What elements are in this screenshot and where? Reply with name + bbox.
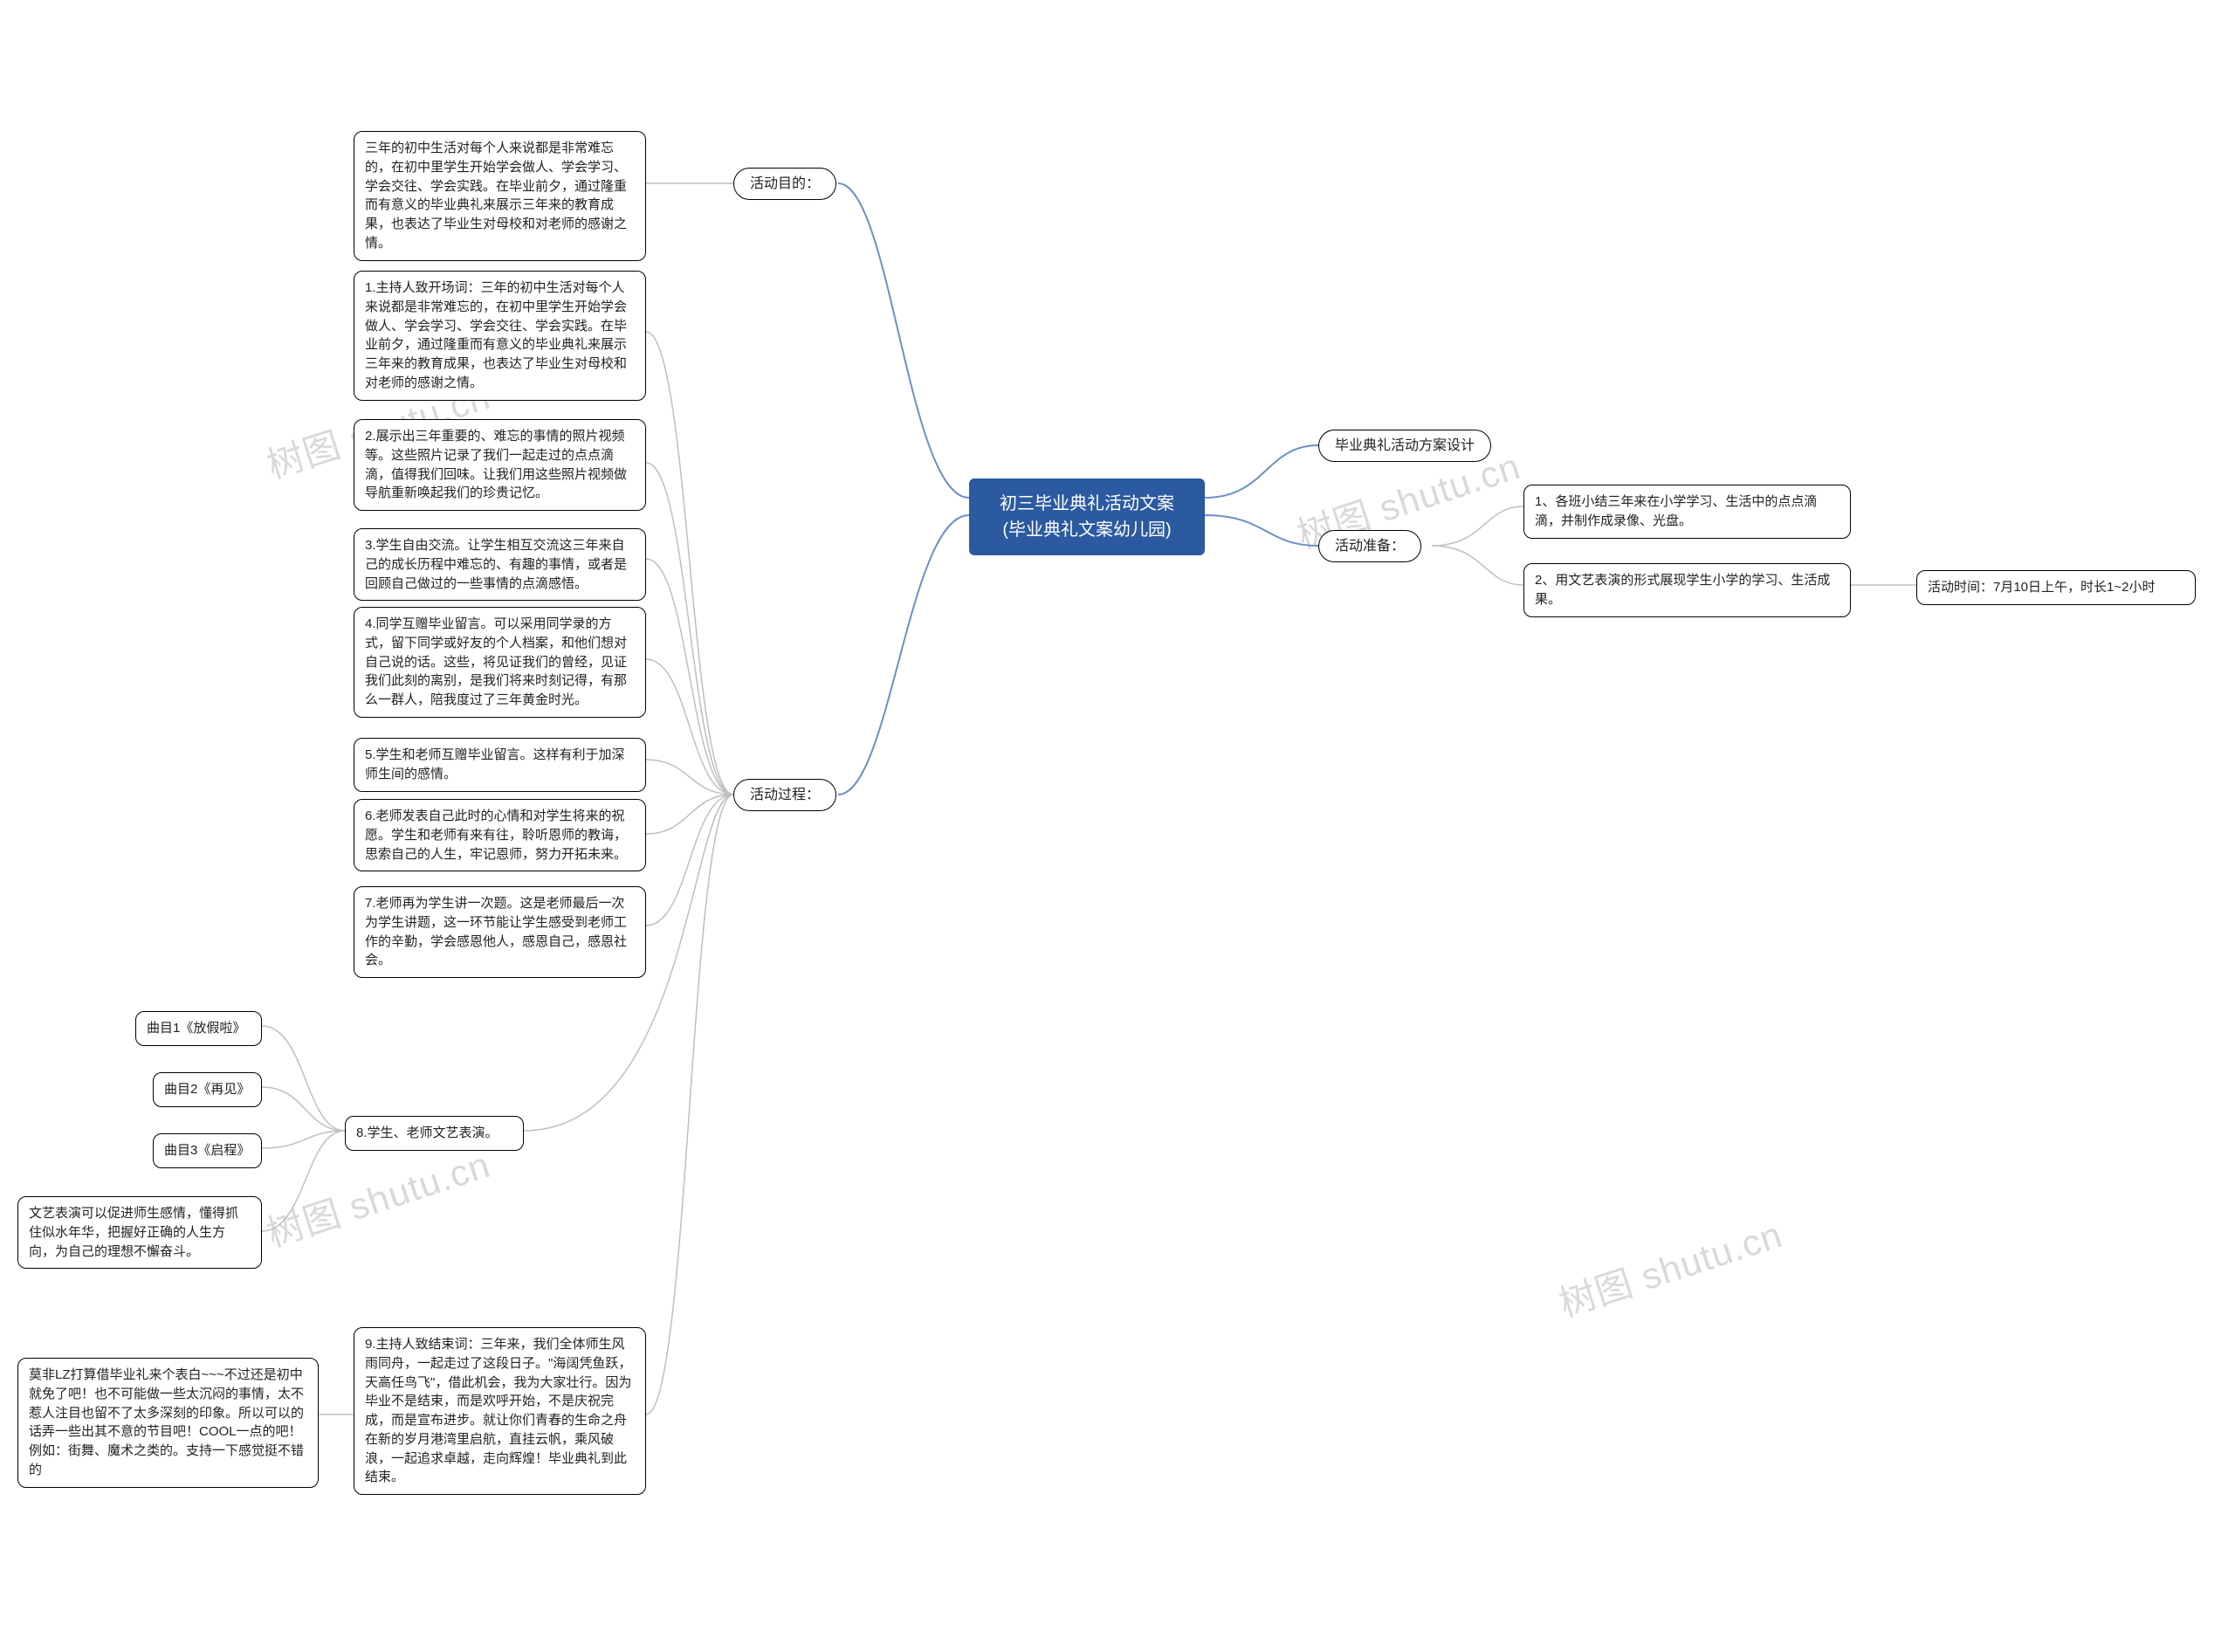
branch-process[interactable]: 活动过程：: [733, 779, 836, 811]
leaf-text: 2、用文艺表演的形式展现学生小学的学习、生活成果。: [1535, 573, 1830, 607]
mindmap-canvas: 树图 shutu.cn 树图 shutu.cn 树图 shutu.cn 树图 s…: [0, 0, 2235, 1652]
branch-prepare[interactable]: 活动准备：: [1318, 530, 1421, 562]
leaf-text: 5.学生和老师互赠毕业留言。这样有利于加深师生间的感情。: [365, 747, 625, 781]
leaf-text: 文艺表演可以促进师生感情，懂得抓住似水年华，把握好正确的人生方向，为自己的理想不…: [29, 1206, 238, 1259]
leaf-text: 1.主持人致开场词：三年的初中生活对每个人来说都是非常难忘的，在初中里学生开始学…: [365, 280, 627, 390]
root-label: 初三毕业典礼活动文案(毕业典礼文案幼儿园): [1000, 494, 1174, 540]
branch-label: 活动目的：: [750, 176, 820, 191]
leaf-text: 4.同学互赠毕业留言。可以采用同学录的方式，留下同学或好友的个人档案，和他们想对…: [365, 616, 627, 707]
leaf-text: 8.学生、老师文艺表演。: [356, 1125, 499, 1140]
leaf-prep2[interactable]: 2、用文艺表演的形式展现学生小学的学习、生活成果。: [1523, 563, 1851, 617]
leaf-p8[interactable]: 8.学生、老师文艺表演。: [345, 1116, 524, 1151]
watermark: 树图 shutu.cn: [259, 1135, 496, 1257]
watermark: 树图 shutu.cn: [1551, 1205, 1788, 1327]
leaf-text: 莫非LZ打算借毕业礼来个表白~~~不过还是初中就免了吧！也不可能做一些太沉闷的事…: [29, 1367, 304, 1477]
branch-label: 活动准备：: [1335, 539, 1405, 554]
branch-purpose[interactable]: 活动目的：: [733, 168, 836, 200]
branch-design[interactable]: 毕业典礼活动方案设计: [1318, 430, 1491, 462]
leaf-p4[interactable]: 4.同学互赠毕业留言。可以采用同学录的方式，留下同学或好友的个人档案，和他们想对…: [354, 607, 646, 718]
leaf-prep1[interactable]: 1、各班小结三年来在小学学习、生活中的点点滴滴，并制作成录像、光盘。: [1523, 485, 1851, 539]
leaf-song3[interactable]: 曲目3《启程》: [153, 1133, 262, 1168]
leaf-p9[interactable]: 9.主持人致结束词：三年来，我们全体师生风雨同舟，一起走过了这段日子。"海阔凭鱼…: [354, 1327, 646, 1495]
leaf-text: 3.学生自由交流。让学生相互交流这三年来自己的成长历程中难忘的、有趣的事情，或者…: [365, 538, 627, 591]
leaf-p1[interactable]: 1.主持人致开场词：三年的初中生活对每个人来说都是非常难忘的，在初中里学生开始学…: [354, 271, 646, 401]
leaf-p7[interactable]: 7.老师再为学生讲一次题。这是老师最后一次为学生讲题，这一环节能让学生感受到老师…: [354, 886, 646, 978]
leaf-text: 1、各班小结三年来在小学学习、生活中的点点滴滴，并制作成录像、光盘。: [1535, 494, 1817, 528]
branch-label: 毕业典礼活动方案设计: [1335, 438, 1475, 453]
leaf-text: 2.展示出三年重要的、难忘的事情的照片视频等。这些照片记录了我们一起走过的点点滴…: [365, 429, 627, 500]
leaf-text: 曲目3《启程》: [164, 1143, 250, 1158]
branch-label: 活动过程：: [750, 788, 820, 802]
leaf-text: 9.主持人致结束词：三年来，我们全体师生风雨同舟，一起走过了这段日子。"海阔凭鱼…: [365, 1337, 631, 1484]
leaf-text: 曲目2《再见》: [164, 1082, 250, 1097]
leaf-p6[interactable]: 6.老师发表自己此时的心情和对学生将来的祝愿。学生和老师有来有往，聆听恩师的教诲…: [354, 799, 646, 871]
leaf-p5[interactable]: 5.学生和老师互赠毕业留言。这样有利于加深师生间的感情。: [354, 738, 646, 792]
leaf-prep2-time[interactable]: 活动时间：7月10日上午，时长1~2小时: [1916, 570, 2196, 605]
leaf-text: 曲目1《放假啦》: [147, 1021, 245, 1036]
leaf-p9-extra[interactable]: 莫非LZ打算借毕业礼来个表白~~~不过还是初中就免了吧！也不可能做一些太沉闷的事…: [17, 1358, 319, 1488]
leaf-p3[interactable]: 3.学生自由交流。让学生相互交流这三年来自己的成长历程中难忘的、有趣的事情，或者…: [354, 528, 646, 601]
leaf-song4[interactable]: 文艺表演可以促进师生感情，懂得抓住似水年华，把握好正确的人生方向，为自己的理想不…: [17, 1196, 262, 1269]
connectors: [0, 0, 2235, 1652]
leaf-text: 活动时间：7月10日上午，时长1~2小时: [1928, 580, 2155, 595]
root-node[interactable]: 初三毕业典礼活动文案(毕业典礼文案幼儿园): [969, 478, 1205, 555]
leaf-purpose-detail[interactable]: 三年的初中生活对每个人来说都是非常难忘的，在初中里学生开始学会做人、学会学习、学…: [354, 131, 646, 261]
leaf-text: 6.老师发表自己此时的心情和对学生将来的祝愿。学生和老师有来有往，聆听恩师的教诲…: [365, 809, 627, 862]
leaf-song2[interactable]: 曲目2《再见》: [153, 1072, 262, 1107]
leaf-text: 三年的初中生活对每个人来说都是非常难忘的，在初中里学生开始学会做人、学会学习、学…: [365, 141, 627, 251]
leaf-song1[interactable]: 曲目1《放假啦》: [135, 1011, 262, 1046]
leaf-text: 7.老师再为学生讲一次题。这是老师最后一次为学生讲题，这一环节能让学生感受到老师…: [365, 896, 627, 967]
leaf-p2[interactable]: 2.展示出三年重要的、难忘的事情的照片视频等。这些照片记录了我们一起走过的点点滴…: [354, 419, 646, 511]
